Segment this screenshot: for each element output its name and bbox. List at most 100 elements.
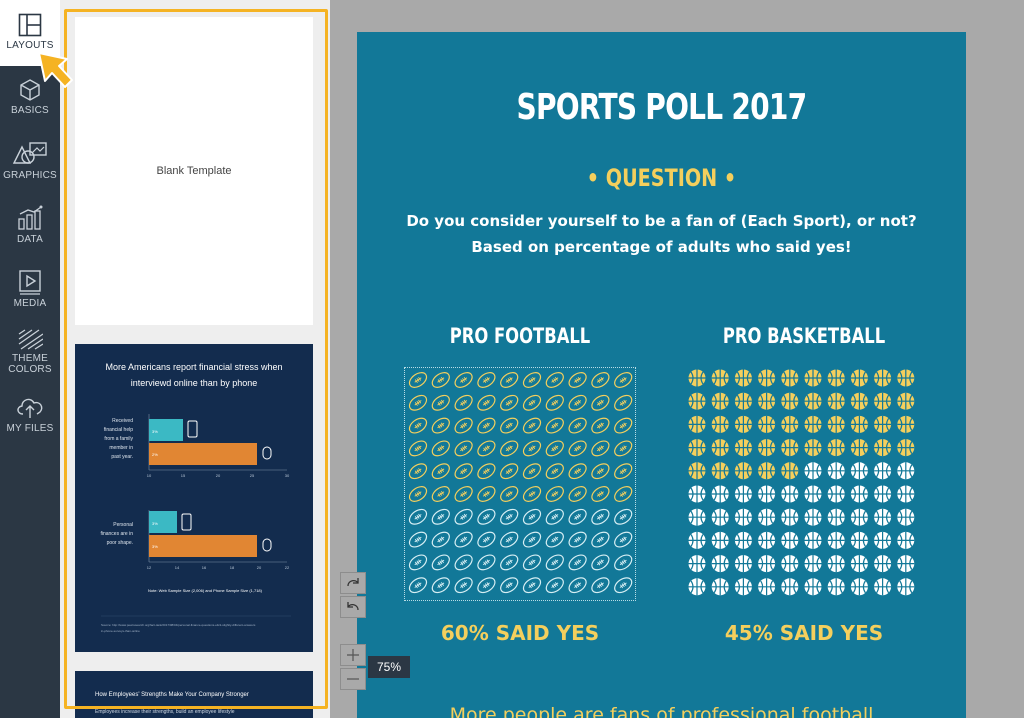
basketball-icon bbox=[827, 531, 845, 549]
basketball-icons bbox=[688, 369, 915, 596]
chart-icon bbox=[18, 205, 43, 230]
sidebar-item-my-files[interactable]: MY FILES bbox=[0, 394, 60, 450]
football-icon bbox=[408, 486, 428, 502]
football-icon bbox=[500, 531, 519, 548]
football-icon bbox=[454, 486, 473, 502]
finance-bar-web-2 bbox=[149, 511, 177, 533]
finance-axis-tick: 18 bbox=[230, 565, 235, 570]
basketball-icon bbox=[804, 578, 822, 596]
basketball-icon bbox=[734, 531, 752, 549]
blank-template-label: Blank Template bbox=[156, 165, 232, 177]
football-icon bbox=[477, 531, 496, 548]
basketball-icon bbox=[897, 439, 915, 457]
basketball-icon bbox=[711, 531, 729, 549]
basketball-icon bbox=[734, 369, 752, 387]
football-icon bbox=[591, 463, 610, 480]
football-icon bbox=[522, 372, 542, 388]
football-icon bbox=[431, 417, 450, 434]
finance-label: Received bbox=[112, 418, 133, 424]
finance-note: Note: Web Sample Size (2,006) and Phone … bbox=[148, 588, 263, 593]
football-icon bbox=[522, 486, 542, 502]
basketball-icon bbox=[711, 415, 729, 433]
finance-bar-phone-1 bbox=[149, 443, 257, 465]
basketball-icon bbox=[734, 508, 752, 526]
basketball-icon bbox=[804, 555, 822, 573]
basketball-icon bbox=[897, 392, 915, 410]
football-icon bbox=[500, 577, 519, 594]
basketball-icon bbox=[781, 415, 799, 433]
basketball-icon bbox=[850, 439, 868, 457]
football-icon bbox=[454, 508, 473, 525]
redo-icon bbox=[347, 578, 359, 587]
poster-footer-text[interactable]: More people are fans of professional foo… bbox=[449, 704, 874, 718]
basketball-icon bbox=[827, 415, 845, 433]
sidebar-item-graphics[interactable]: GRAPHICS bbox=[0, 141, 60, 197]
basketball-icon bbox=[758, 508, 776, 526]
basketball-icon bbox=[758, 531, 776, 549]
finance-label: Personal bbox=[113, 522, 133, 528]
football-icon bbox=[454, 372, 473, 388]
football-icon bbox=[477, 394, 496, 411]
finance-axis-tick: 22 bbox=[285, 565, 290, 570]
sidebar-item-basics[interactable]: BASICS bbox=[0, 78, 60, 134]
football-icon bbox=[614, 577, 633, 594]
basketball-icon bbox=[804, 439, 822, 457]
basketball-icon bbox=[897, 369, 915, 387]
infographic-poster[interactable]: SPORTS POLL 2017 • QUESTION • Do you con… bbox=[357, 32, 966, 718]
sidebar-item-label: BASICS bbox=[11, 105, 49, 116]
finance-axis-tick: 20 bbox=[216, 473, 221, 478]
sidebar-item-label: LAYOUTS bbox=[6, 40, 54, 51]
pro-basketball-result[interactable]: 45% SAID YES bbox=[724, 621, 884, 645]
zoom-in-button[interactable] bbox=[340, 644, 366, 666]
basketball-icon bbox=[804, 392, 822, 410]
finance-template-thumbnail[interactable]: More Americans report financial stress w… bbox=[75, 344, 313, 652]
basketball-icon bbox=[758, 369, 776, 387]
redo-button[interactable] bbox=[340, 572, 366, 594]
finance-bar-label: 3% bbox=[152, 544, 158, 549]
pro-football-title[interactable]: PRO FOOTBALL bbox=[449, 324, 591, 348]
finance-label: poor shape. bbox=[107, 540, 133, 546]
football-icon-grid[interactable] bbox=[404, 367, 636, 601]
basketball-icon bbox=[804, 531, 822, 549]
blank-template-thumbnail[interactable]: Blank Template bbox=[75, 17, 313, 325]
zoom-out-button[interactable] bbox=[340, 668, 366, 690]
employees-template-thumbnail[interactable]: How Employees' Strengths Make Your Compa… bbox=[75, 671, 313, 718]
upload-cloud-icon bbox=[17, 398, 43, 418]
finance-title-line2: interviewd online than by phone bbox=[131, 378, 258, 388]
sidebar-item-layouts[interactable]: LAYOUTS bbox=[0, 0, 60, 66]
finance-label: past year. bbox=[111, 454, 133, 460]
poster-title[interactable]: SPORTS POLL 2017 bbox=[516, 87, 808, 128]
football-icon bbox=[454, 531, 473, 548]
basketball-icon bbox=[897, 555, 915, 573]
football-icon bbox=[568, 463, 587, 480]
sidebar-item-label: DATA bbox=[17, 234, 43, 245]
pro-football-result[interactable]: 60% SAID YES bbox=[440, 621, 600, 645]
sidebar-item-media[interactable]: MEDIA bbox=[0, 269, 60, 325]
cube-icon bbox=[20, 79, 40, 101]
poster-question-line2[interactable]: Based on percentage of adults who said y… bbox=[471, 238, 852, 256]
basketball-icon bbox=[850, 369, 868, 387]
football-icon bbox=[591, 486, 610, 502]
football-icon bbox=[568, 577, 587, 594]
basketball-icon-grid[interactable] bbox=[687, 368, 923, 602]
finance-bar-web-1 bbox=[149, 419, 183, 441]
football-icon bbox=[545, 531, 564, 548]
football-icon bbox=[568, 394, 587, 411]
undo-button[interactable] bbox=[340, 596, 366, 618]
sidebar-item-data[interactable]: DATA bbox=[0, 205, 60, 261]
poster-question-line1[interactable]: Do you consider yourself to be a fan of … bbox=[406, 212, 917, 230]
football-icon bbox=[591, 440, 610, 457]
poster-question-heading[interactable]: • QUESTION • bbox=[586, 164, 737, 192]
basketball-icon bbox=[781, 508, 799, 526]
basketball-icon bbox=[827, 392, 845, 410]
basketball-icon bbox=[781, 485, 799, 503]
pro-basketball-title[interactable]: PRO BASKETBALL bbox=[722, 324, 886, 348]
sidebar-item-theme-colors[interactable]: THEME COLORS bbox=[0, 328, 60, 388]
basketball-icon bbox=[711, 555, 729, 573]
phone-icon bbox=[187, 420, 198, 438]
basketball-icon bbox=[758, 415, 776, 433]
basketball-icon bbox=[897, 415, 915, 433]
football-icon bbox=[614, 440, 633, 457]
football-icon bbox=[454, 440, 473, 457]
basketball-icon bbox=[781, 392, 799, 410]
